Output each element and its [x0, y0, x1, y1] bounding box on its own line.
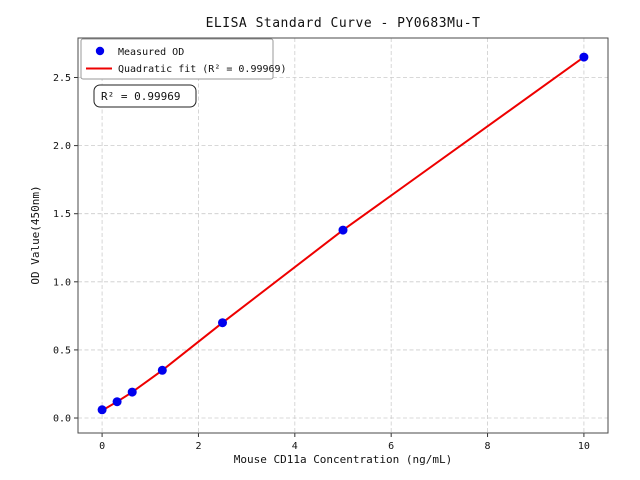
- axis-ticks: 0 2 4 6 8 10 0.0 0.5 1.0 1.5 2.0 2.5: [53, 73, 590, 452]
- x-tick-label: 0: [99, 441, 105, 452]
- y-tick-label: 2.0: [53, 141, 71, 152]
- measured-od-point: [157, 365, 167, 375]
- r-squared-annotation: R² = 0.99969: [93, 84, 197, 108]
- x-tick-label: 10: [578, 441, 590, 452]
- y-axis-label: OD Value(450nm): [29, 185, 42, 284]
- measured-od-points-layer: [97, 52, 589, 415]
- plot-area-border: [77, 37, 609, 434]
- y-tick-label: 1.5: [53, 209, 71, 220]
- legend-box: [80, 38, 274, 80]
- r-squared-annotation-box: [93, 84, 197, 108]
- legend: Measured OD Quadratic fit (R² = 0.99969): [80, 38, 287, 80]
- x-tick-label: 8: [485, 441, 491, 452]
- r-squared-annotation-text: R² = 0.99969: [101, 90, 180, 103]
- measured-od-point: [127, 387, 137, 397]
- y-tick-label: 2.5: [53, 73, 71, 84]
- measured-od-point: [338, 225, 348, 235]
- chart-title: ELISA Standard Curve - PY0683Mu-T: [206, 16, 481, 31]
- measured-od-point: [97, 405, 107, 415]
- x-tick-label: 6: [388, 441, 394, 452]
- y-tick-label: 0.0: [53, 414, 71, 425]
- x-tick-label: 2: [195, 441, 201, 452]
- measured-od-point: [579, 52, 589, 62]
- measured-od-point: [112, 397, 122, 407]
- x-tick-label: 4: [292, 441, 298, 452]
- legend-measured-od-label: Measured OD: [118, 47, 184, 58]
- legend-quadratic-fit-label: Quadratic fit (R² = 0.99969): [118, 64, 287, 75]
- x-axis-label: Mouse CD11a Concentration (ng/mL): [234, 453, 453, 466]
- legend-measured-od-marker-icon: [95, 46, 105, 56]
- measured-od-point: [218, 318, 227, 328]
- y-tick-label: 1.0: [53, 277, 71, 288]
- y-tick-label: 0.5: [53, 345, 71, 356]
